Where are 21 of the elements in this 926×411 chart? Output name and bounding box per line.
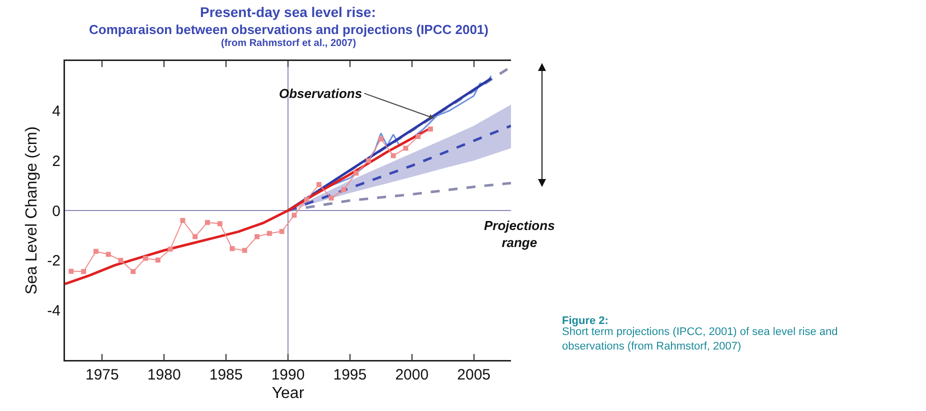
x-tick-label: 2005: [457, 366, 491, 384]
y-tick-label: 4: [52, 103, 60, 120]
x-tick-label: 1985: [209, 366, 243, 384]
x-tick-label: 1980: [147, 366, 181, 384]
y-tick-label: -2: [47, 252, 60, 270]
text: (from Rahmstorf et al., 2007): [221, 38, 356, 49]
chart-subtitle: Comparaison between observations and projections (IPCC 2001): [89, 22, 488, 37]
y-tick-label: 2: [52, 152, 60, 170]
text: Short term projections (IPCC, 2001) of sea level rise and observations (from Rahmstorf, 2007): [562, 326, 838, 352]
y-tick-label: -4: [47, 302, 60, 320]
annotation: Observations: [279, 86, 362, 101]
y-tick-label: 0: [52, 202, 60, 220]
x-tick-label: 2000: [395, 366, 429, 384]
chart-title: Present-day sea level rise:: [200, 4, 376, 20]
annotation: Projections range: [484, 218, 555, 250]
x-tick-label: 1995: [333, 366, 367, 384]
x-axis-title: Year: [272, 384, 305, 402]
x-tick-label: 1975: [85, 366, 119, 384]
caption: Figure 2:: [562, 315, 608, 327]
x-tick-label: 1990: [271, 366, 305, 384]
y-axis-title: Sea Level Change (cm): [23, 126, 40, 295]
